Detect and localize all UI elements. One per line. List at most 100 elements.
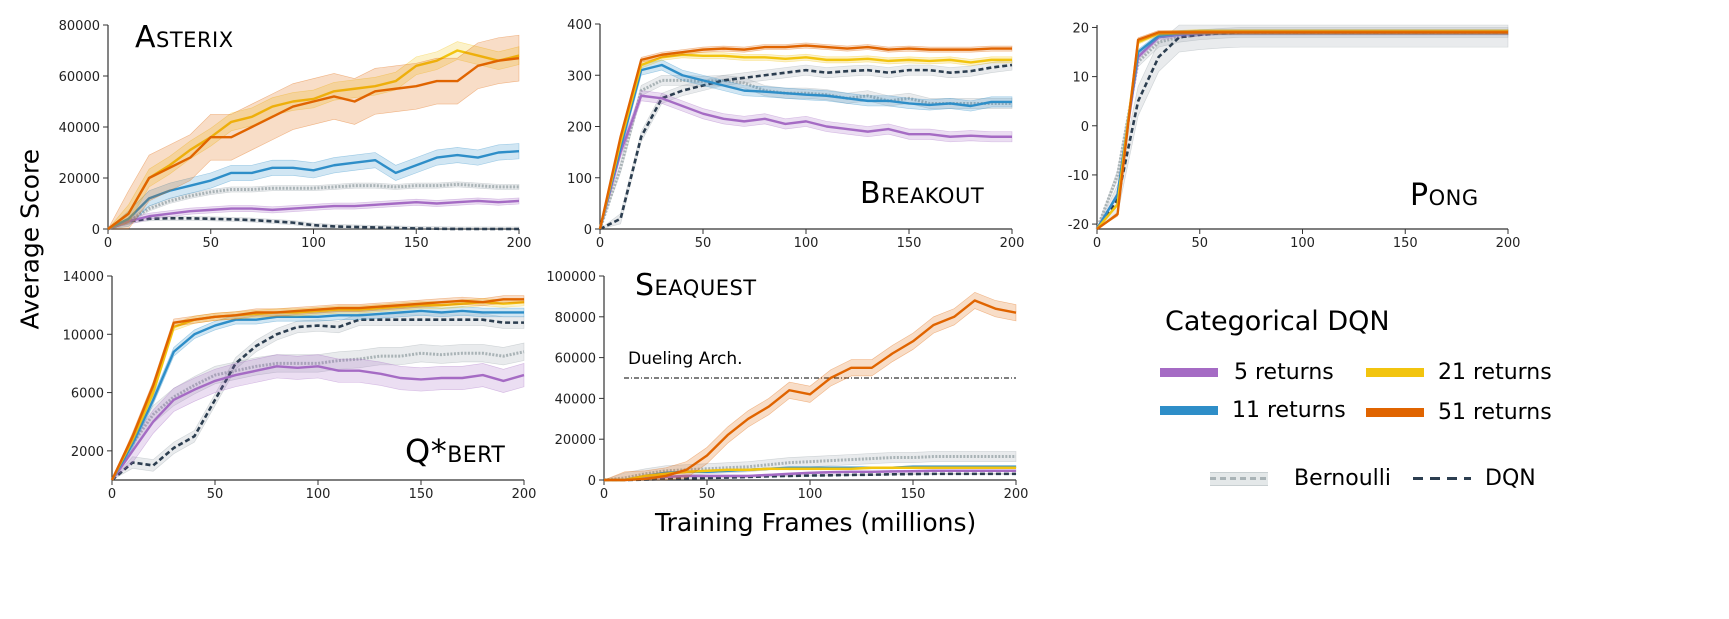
seaquest-x-tick-label: 0 — [600, 487, 608, 502]
breakout-line-11-returns — [598, 63, 1012, 230]
asterix-y-tick-label: 20000 — [59, 172, 100, 187]
asterix-line-21-returns — [107, 49, 520, 230]
pong-y-tick-label: 0 — [1081, 120, 1089, 135]
seaquest-x-tick-label: 150 — [901, 487, 926, 502]
seaquest-x-tick-label: 100 — [798, 487, 823, 502]
q-bert-line-dqn — [111, 318, 524, 481]
asterix-x-tick-label: 100 — [301, 236, 326, 251]
seaquest-line-51-returns — [604, 299, 1017, 482]
q-bert-x-tick-label: 200 — [512, 487, 537, 502]
breakout-line-51-returns — [598, 44, 1012, 230]
seaquest-line-bernoulli — [603, 455, 1016, 482]
q-bert-y-tick-label: 2000 — [71, 445, 104, 460]
pong-y-tick-label: -10 — [1068, 169, 1089, 184]
breakout-line-dqn — [599, 63, 1013, 231]
pong-line-51-returns — [1096, 31, 1508, 230]
q-bert-line-5-returns — [111, 365, 525, 481]
breakout-y-tick-label: 0 — [584, 223, 592, 238]
legend-swatch — [1366, 408, 1424, 417]
asterix-line-5-returns — [107, 199, 520, 231]
legend-swatch — [1160, 406, 1218, 415]
pong-x-tick-label: 100 — [1290, 236, 1315, 251]
breakout-x-tick-label: 100 — [794, 236, 819, 251]
q-bert-line-21-returns — [110, 301, 525, 481]
pong-band-dqn — [1096, 24, 1509, 230]
pong-x-tick-label: 50 — [1191, 236, 1208, 251]
q-bert-y-tick-label: 6000 — [71, 387, 104, 402]
q-bert-x-tick-label: 50 — [207, 487, 224, 502]
legend-item-51-returns: 51 returns — [1366, 400, 1552, 425]
asterix-line-51-returns — [107, 56, 520, 230]
legend-item-bernoulli: Bernoulli — [1210, 466, 1391, 491]
pong-x-tick-label: 150 — [1393, 236, 1418, 251]
legend-label: 5 returns — [1234, 360, 1334, 385]
legend-label: 11 returns — [1232, 398, 1346, 423]
seaquest-y-tick-label: 0 — [588, 474, 596, 489]
panel-title-seaquest: Seaquest — [635, 268, 757, 303]
breakout-x-tick-label: 50 — [695, 236, 712, 251]
q-bert-x-tick-label: 0 — [108, 487, 116, 502]
legend-item-dqn: DQN — [1413, 466, 1536, 491]
breakout-y-tick-label: 100 — [567, 172, 592, 187]
legend-swatch-band — [1210, 471, 1268, 486]
seaquest-y-tick-label: 40000 — [555, 392, 596, 407]
pong-y-tick-label: 20 — [1072, 21, 1089, 36]
legend-title: Categorical DQN — [1165, 306, 1390, 337]
q-bert-x-tick-label: 150 — [409, 487, 434, 502]
legend-item-21-returns: 21 returns — [1366, 360, 1552, 385]
breakout-y-tick-label: 200 — [567, 121, 592, 136]
asterix-line-dqn — [107, 216, 519, 231]
legend-swatch — [1366, 368, 1424, 377]
breakout-x-tick-label: 0 — [596, 236, 604, 251]
seaquest-y-tick-label: 60000 — [555, 352, 596, 367]
panel-title-pong: Pong — [1410, 178, 1479, 213]
legend-swatch — [1160, 368, 1218, 377]
asterix-band-bernoulli — [107, 181, 520, 230]
breakout-x-tick-label: 200 — [1000, 236, 1025, 251]
seaquest-line-dqn — [604, 472, 1016, 482]
q-bert-x-tick-label: 100 — [306, 487, 331, 502]
asterix-y-tick-label: 40000 — [59, 121, 100, 136]
asterix-x-tick-label: 150 — [404, 236, 429, 251]
breakout-line-21-returns — [598, 53, 1012, 230]
panel-title-qbert: Q*bert — [405, 432, 506, 470]
annotation-dueling-arch: Dueling Arch. — [628, 349, 743, 369]
seaquest-x-tick-label: 200 — [1004, 487, 1029, 502]
asterix-band-dqn — [107, 215, 520, 230]
breakout-y-tick-label: 400 — [567, 18, 592, 33]
asterix-x-tick-label: 200 — [507, 236, 532, 251]
pong-x-tick-label: 200 — [1496, 236, 1521, 251]
q-bert-line-11-returns — [110, 309, 524, 481]
legend-label: 21 returns — [1438, 360, 1552, 385]
panel-title-breakout: Breakout — [860, 176, 985, 211]
q-bert-line-51-returns — [110, 298, 524, 481]
panel-title-asterix: Asterix — [135, 20, 234, 55]
asterix-x-tick-label: 50 — [202, 236, 219, 251]
seaquest-y-tick-label: 100000 — [546, 270, 596, 285]
breakout-x-tick-label: 150 — [897, 236, 922, 251]
asterix-y-tick-label: 60000 — [59, 70, 100, 85]
pong-line-bernoulli — [1095, 30, 1508, 230]
q-bert-band-5-returns — [111, 354, 525, 481]
pong-x-tick-label: 0 — [1093, 236, 1101, 251]
legend-label: DQN — [1485, 466, 1536, 491]
seaquest-x-tick-label: 50 — [699, 487, 716, 502]
seaquest-y-tick-label: 80000 — [555, 311, 596, 326]
q-bert-y-tick-label: 10000 — [63, 328, 104, 343]
asterix-y-tick-label: 0 — [92, 223, 100, 238]
legend-item-11-returns: 11 returns — [1160, 398, 1346, 423]
legend-label: Bernoulli — [1294, 466, 1391, 491]
pong-y-tick-label: 10 — [1072, 71, 1089, 86]
breakout-y-tick-label: 300 — [567, 69, 592, 84]
asterix-line-11-returns — [107, 150, 520, 231]
pong-y-tick-label: -20 — [1068, 218, 1089, 233]
breakout-line-5-returns — [598, 94, 1012, 230]
y-axis-label: Average Score — [15, 148, 45, 330]
asterix-x-tick-label: 0 — [104, 236, 112, 251]
x-axis-label: Training Frames (millions) — [655, 508, 977, 537]
q-bert-y-tick-label: 14000 — [63, 270, 104, 285]
q-bert-line-bernoulli — [110, 350, 525, 481]
legend-swatch-dashed — [1413, 477, 1471, 480]
asterix-line-bernoulli — [107, 182, 519, 231]
